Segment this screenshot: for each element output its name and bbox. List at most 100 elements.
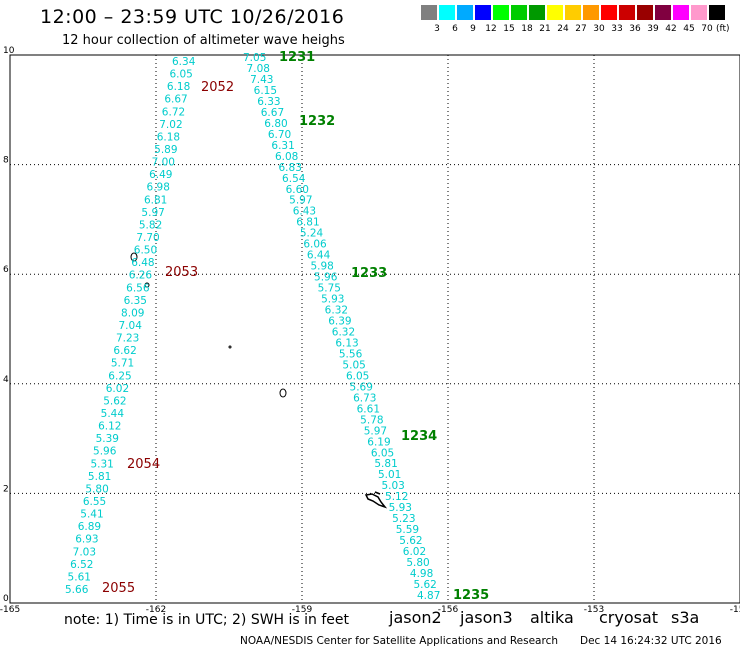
track1-time-label: 2054 (127, 457, 160, 472)
track1-wave-height: 5.31 (90, 458, 113, 470)
track2-time-label: 1231 (279, 50, 315, 65)
track1-wave-height: 6.49 (149, 169, 172, 181)
y-tick-label: 8 (3, 156, 9, 166)
scale-label: 12 (485, 24, 497, 34)
track2-wave-height: 5.24 (300, 228, 324, 240)
y-tick-label: 2 (3, 484, 9, 494)
scale-swatch (511, 5, 527, 20)
page-subtitle: 12 hour collection of altimeter wave hei… (62, 33, 345, 48)
track2-wave-height: 6.70 (268, 129, 291, 141)
track2-wave-height: 4.87 (417, 590, 440, 602)
track2-time-label: 1233 (351, 266, 387, 281)
track2-wave-height: 5.81 (374, 458, 397, 470)
scale-label: 45 (683, 24, 695, 34)
track2-wave-height: 6.05 (346, 370, 369, 382)
scale-swatch (421, 5, 437, 20)
track1-wave-height: 6.52 (70, 559, 93, 571)
track1-wave-height: 6.25 (108, 370, 131, 382)
track1-time-label: 2052 (201, 80, 234, 95)
track2-wave-height: 5.05 (342, 359, 365, 371)
track1-wave-height: 6.35 (124, 295, 147, 307)
scale-swatch (565, 5, 581, 20)
scale-swatch (637, 5, 653, 20)
island-outline (228, 345, 232, 349)
y-tick-label: 4 (3, 375, 9, 385)
track1-wave-height: 5.81 (88, 471, 111, 483)
satellite-label-altika: altika (530, 608, 574, 627)
track1-wave-height: 7.70 (136, 232, 159, 244)
x-tick-label: -159 (292, 605, 313, 615)
scale-swatch (493, 5, 509, 20)
track1-wave-height: 5.39 (96, 433, 119, 445)
track2-wave-height: 6.19 (367, 436, 390, 448)
track2-wave-height: 5.23 (392, 513, 415, 525)
track1-wave-height: 7.03 (73, 546, 96, 558)
track1-wave-height: 6.98 (147, 182, 170, 194)
track2-wave-height: 5.97 (289, 195, 312, 207)
timestamp: Dec 14 16:24:32 UTC 2016 (580, 635, 722, 647)
scale-swatch (655, 5, 671, 20)
track1-wave-height: 5.97 (141, 207, 164, 219)
track2-time-label: 1235 (453, 588, 489, 603)
track1-wave-height: 7.04 (119, 320, 143, 332)
x-tick-label: -156 (438, 605, 459, 615)
track2-wave-height: 7.05 (243, 52, 266, 64)
scale-swatch (457, 5, 473, 20)
track2-wave-height: 5.62 (399, 535, 422, 547)
track2-wave-height: 6.13 (335, 337, 358, 349)
track2-wave-height: 5.75 (318, 283, 341, 295)
track2-wave-height: 6.39 (328, 316, 351, 328)
scale-label: 3 (434, 24, 440, 34)
scale-swatch (529, 5, 545, 20)
track1-wave-height: 6.55 (83, 496, 106, 508)
scale-label: 24 (557, 24, 569, 34)
track2-wave-height: 6.33 (257, 96, 280, 108)
scale-label: 27 (575, 24, 587, 34)
x-tick-label: -162 (146, 605, 166, 615)
track1-wave-height: 6.48 (131, 257, 154, 269)
track2-wave-height: 6.81 (296, 217, 319, 229)
scale-swatch (475, 5, 491, 20)
scale-label: 42 (665, 24, 677, 34)
page-title: 12:00 – 23:59 UTC 10/26/2016 (40, 6, 345, 28)
track1-wave-height: 6.12 (98, 421, 121, 433)
island-outline (130, 252, 138, 262)
track1-wave-height: 6.02 (106, 383, 129, 395)
track1-wave-height: 5.41 (80, 509, 103, 521)
scale-swatch (583, 5, 599, 20)
track1-wave-height: 5.89 (154, 144, 177, 156)
scale-swatch (619, 5, 635, 20)
track2-wave-height: 6.54 (282, 173, 306, 185)
track2-wave-height: 5.56 (339, 348, 363, 360)
island-outline (279, 388, 287, 398)
scale-swatch (547, 5, 563, 20)
track2-wave-height: 5.93 (389, 502, 412, 514)
track1-wave-height: 6.62 (113, 345, 136, 357)
track2-wave-height: 5.01 (378, 469, 401, 481)
track1-time-label: 2055 (102, 581, 135, 596)
track2-wave-height: 6.08 (275, 151, 298, 163)
scale-label: 9 (470, 24, 476, 34)
track2-wave-height: 6.67 (261, 107, 284, 119)
track1-wave-height: 5.61 (68, 571, 91, 583)
scale-swatch (601, 5, 617, 20)
track2-wave-height: 7.43 (250, 74, 273, 86)
track1-wave-height: 6.34 (172, 56, 196, 68)
track2-wave-height: 5.80 (406, 557, 429, 569)
track1-wave-height: 6.89 (78, 521, 101, 533)
track2-wave-height: 5.98 (310, 261, 333, 273)
track1-wave-height: 6.93 (75, 534, 98, 546)
track1-wave-height: 6.05 (169, 69, 192, 81)
scale-label: 36 (629, 24, 641, 34)
track1-wave-height: 6.67 (164, 94, 187, 106)
track2-wave-height: 6.60 (286, 184, 309, 196)
scale-unit: (ft) (716, 24, 730, 34)
track1-wave-height: 5.71 (111, 358, 134, 370)
island-outline (364, 491, 388, 509)
track2-wave-height: 6.32 (332, 326, 355, 338)
track1-wave-height: 5.96 (93, 446, 117, 458)
track2-wave-height: 5.62 (413, 579, 436, 591)
track2-wave-height: 6.80 (264, 118, 287, 130)
credit-text: NOAA/NESDIS Center for Satellite Applica… (240, 635, 558, 647)
track2-wave-height: 6.44 (307, 250, 331, 262)
